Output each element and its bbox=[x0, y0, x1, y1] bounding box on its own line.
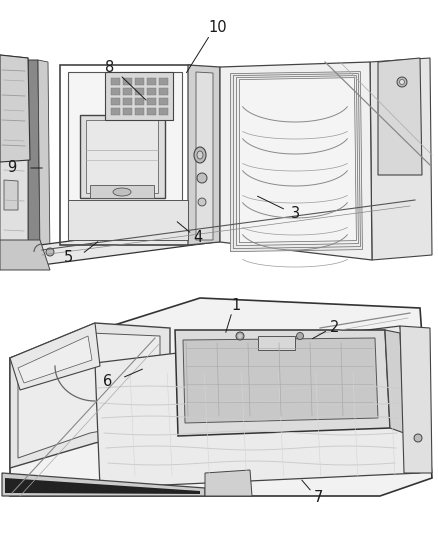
Polygon shape bbox=[159, 108, 168, 115]
Polygon shape bbox=[28, 60, 40, 258]
Text: 1: 1 bbox=[231, 297, 240, 312]
Polygon shape bbox=[111, 88, 120, 95]
Polygon shape bbox=[95, 326, 420, 488]
Text: 5: 5 bbox=[64, 251, 73, 265]
Ellipse shape bbox=[197, 173, 207, 183]
Polygon shape bbox=[159, 78, 168, 85]
Text: 3: 3 bbox=[290, 206, 300, 221]
Polygon shape bbox=[159, 88, 168, 95]
Polygon shape bbox=[123, 98, 132, 105]
Polygon shape bbox=[4, 180, 18, 210]
Polygon shape bbox=[147, 98, 156, 105]
Polygon shape bbox=[135, 78, 144, 85]
Polygon shape bbox=[237, 76, 358, 246]
Polygon shape bbox=[220, 62, 372, 260]
Polygon shape bbox=[68, 72, 182, 238]
Polygon shape bbox=[111, 108, 120, 115]
Polygon shape bbox=[258, 336, 295, 350]
Circle shape bbox=[46, 248, 54, 256]
Circle shape bbox=[297, 333, 304, 340]
Polygon shape bbox=[385, 330, 404, 433]
Polygon shape bbox=[159, 98, 168, 105]
Polygon shape bbox=[400, 326, 432, 473]
Text: 2: 2 bbox=[330, 320, 340, 335]
Polygon shape bbox=[10, 298, 432, 496]
Text: 7: 7 bbox=[313, 490, 323, 505]
Polygon shape bbox=[147, 88, 156, 95]
Circle shape bbox=[397, 77, 407, 87]
Polygon shape bbox=[135, 108, 144, 115]
Ellipse shape bbox=[197, 151, 203, 159]
Polygon shape bbox=[0, 55, 28, 260]
Polygon shape bbox=[90, 185, 154, 198]
Polygon shape bbox=[105, 72, 173, 120]
Polygon shape bbox=[196, 72, 213, 240]
Polygon shape bbox=[135, 98, 144, 105]
Polygon shape bbox=[0, 55, 30, 162]
Polygon shape bbox=[175, 330, 390, 436]
Text: 8: 8 bbox=[106, 61, 115, 76]
Circle shape bbox=[238, 334, 242, 338]
Polygon shape bbox=[147, 108, 156, 115]
Polygon shape bbox=[86, 120, 158, 193]
Polygon shape bbox=[18, 336, 92, 383]
Polygon shape bbox=[38, 60, 50, 258]
Polygon shape bbox=[370, 58, 432, 260]
Polygon shape bbox=[233, 74, 360, 248]
Text: 6: 6 bbox=[103, 375, 113, 390]
Polygon shape bbox=[123, 108, 132, 115]
Polygon shape bbox=[230, 71, 362, 252]
Ellipse shape bbox=[113, 188, 131, 196]
Polygon shape bbox=[18, 333, 160, 458]
Polygon shape bbox=[378, 58, 422, 175]
Text: 4: 4 bbox=[193, 230, 203, 246]
Polygon shape bbox=[123, 88, 132, 95]
Polygon shape bbox=[111, 78, 120, 85]
Polygon shape bbox=[183, 338, 378, 423]
Ellipse shape bbox=[198, 198, 206, 206]
Polygon shape bbox=[80, 115, 165, 198]
Polygon shape bbox=[2, 473, 205, 496]
Polygon shape bbox=[135, 88, 144, 95]
Polygon shape bbox=[123, 78, 132, 85]
Polygon shape bbox=[0, 240, 50, 270]
Polygon shape bbox=[10, 323, 100, 390]
Text: 9: 9 bbox=[7, 160, 17, 175]
Polygon shape bbox=[205, 470, 252, 496]
Polygon shape bbox=[111, 98, 120, 105]
Polygon shape bbox=[68, 200, 188, 240]
Circle shape bbox=[236, 332, 244, 340]
Text: 10: 10 bbox=[208, 20, 227, 36]
Polygon shape bbox=[147, 78, 156, 85]
Polygon shape bbox=[5, 478, 200, 494]
Polygon shape bbox=[188, 65, 220, 245]
Circle shape bbox=[414, 434, 422, 442]
Ellipse shape bbox=[194, 147, 206, 163]
Polygon shape bbox=[40, 195, 420, 265]
Polygon shape bbox=[10, 323, 170, 468]
Circle shape bbox=[399, 79, 405, 85]
Polygon shape bbox=[240, 78, 357, 243]
